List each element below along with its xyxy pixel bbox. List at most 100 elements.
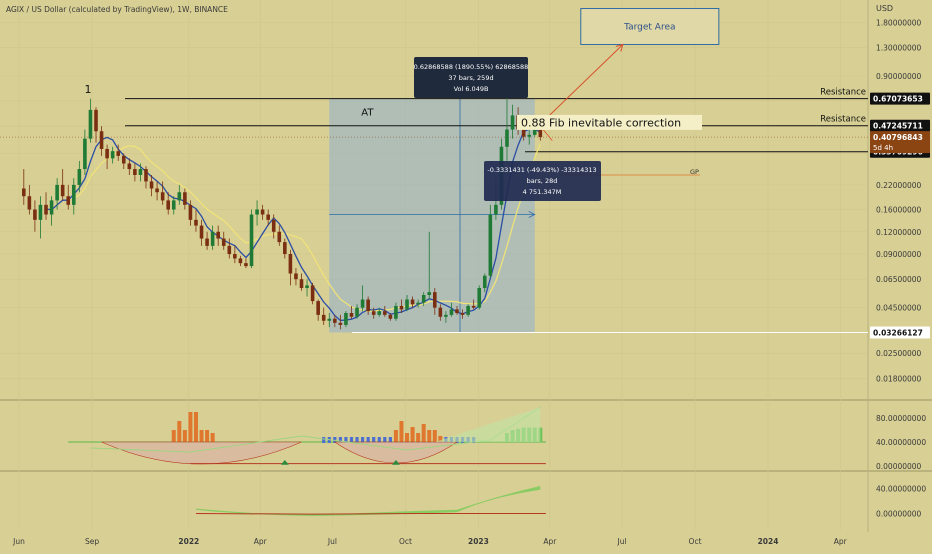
ind1-blue-bar bbox=[377, 437, 381, 443]
candle-body bbox=[432, 292, 437, 308]
candle-body bbox=[305, 285, 309, 289]
chart-title: AGIX / US Dollar (calculated by TradingV… bbox=[6, 5, 228, 14]
y-tick-label: 0.02500000 bbox=[876, 349, 922, 358]
candle-body bbox=[532, 126, 537, 135]
x-tick-label: 2022 bbox=[178, 537, 199, 546]
y-tick-label: 0.22000000 bbox=[876, 181, 922, 190]
candle-body bbox=[327, 318, 332, 321]
measure-down-line3: 4 751.347M bbox=[523, 188, 562, 196]
measure-up-line3: Vol 6.049B bbox=[454, 85, 489, 93]
target-area-label: Target Area bbox=[623, 23, 675, 33]
level-badge bbox=[870, 119, 930, 132]
wave-label: 1 bbox=[84, 83, 91, 96]
candle-body bbox=[94, 109, 98, 132]
ind1-orange-bar bbox=[410, 427, 415, 442]
candle-body bbox=[88, 109, 93, 139]
candle-body bbox=[238, 258, 243, 264]
y-tick-label: 0.12000000 bbox=[876, 228, 922, 237]
level-label: Resistance bbox=[820, 88, 866, 98]
measure-arrowhead bbox=[528, 211, 536, 218]
y-axis-unit: USD bbox=[876, 4, 893, 13]
candle-body bbox=[333, 318, 337, 323]
y-tick-label: 0.01800000 bbox=[876, 375, 922, 384]
candle-body bbox=[183, 192, 187, 205]
y-tick-label: 1.80000000 bbox=[876, 18, 922, 27]
candle-body bbox=[299, 279, 304, 289]
candle-body bbox=[133, 169, 137, 175]
candle-body bbox=[38, 204, 43, 220]
candle-body bbox=[444, 314, 448, 317]
ind1-orange-bar bbox=[193, 412, 198, 442]
ind1-blue-bar bbox=[322, 437, 326, 443]
candle-body bbox=[283, 242, 287, 255]
ma-slow-line bbox=[73, 143, 541, 312]
candle-body bbox=[22, 188, 26, 197]
x-tick-label: 2024 bbox=[758, 537, 779, 546]
candle-body bbox=[49, 200, 54, 215]
ind1-blue-bar bbox=[388, 437, 392, 443]
ind1-orange-bar bbox=[405, 433, 410, 442]
candle-body bbox=[277, 231, 282, 243]
level-badge-text: 0.47245711 bbox=[873, 122, 923, 131]
measure-up-line1: 0.62868588 (1890.55%) 62868588 bbox=[414, 63, 529, 71]
candle-body bbox=[121, 155, 126, 164]
x-tick-label: Jun bbox=[12, 537, 25, 546]
candle-body bbox=[399, 305, 404, 310]
x-tick-label: Apr bbox=[834, 537, 848, 546]
candle-body bbox=[321, 314, 326, 321]
measure-down-line2: bars, 28d bbox=[527, 177, 558, 185]
candle-body bbox=[160, 192, 165, 201]
candle-body bbox=[244, 263, 248, 267]
candle-body bbox=[383, 311, 387, 315]
x-tick-label: Oct bbox=[399, 537, 412, 546]
candle-body bbox=[221, 238, 226, 246]
fib-text-bg bbox=[517, 114, 702, 130]
ind1-blue-bar bbox=[383, 437, 387, 443]
candle-body bbox=[99, 131, 104, 149]
candle-body bbox=[55, 184, 59, 201]
ind2-tick-label: 0.00000000 bbox=[876, 510, 922, 519]
candle-body bbox=[521, 129, 526, 137]
y-tick-label: 0.16000000 bbox=[876, 206, 922, 215]
ind1-orange-bar bbox=[205, 430, 210, 442]
candle-body bbox=[144, 169, 148, 182]
target-area-box bbox=[580, 8, 720, 46]
ind1-blue-bar bbox=[372, 437, 376, 443]
candle-body bbox=[349, 313, 354, 317]
measure-up-line2: 37 bars, 259d bbox=[448, 74, 493, 82]
candle-body bbox=[127, 163, 132, 170]
candle-body bbox=[438, 307, 443, 317]
ind1-orange-bar bbox=[438, 436, 443, 442]
candle-body bbox=[194, 219, 198, 226]
ind1-blue-bar bbox=[344, 437, 348, 443]
candle-body bbox=[405, 299, 409, 310]
ind1-tick-label: 0.00000000 bbox=[876, 462, 922, 471]
measure-down-line1: -0.3331431 (-49.43%) -33314313 bbox=[487, 166, 596, 174]
candle-body bbox=[188, 204, 193, 220]
ind1-orange-bar bbox=[199, 430, 204, 442]
candle-body bbox=[294, 273, 298, 280]
y-tick-label: 1.30000000 bbox=[876, 43, 922, 52]
ind1-tick-label: 80.00000000 bbox=[876, 414, 926, 423]
candle-body bbox=[416, 302, 420, 305]
x-tick-label: Jul bbox=[617, 537, 627, 546]
ind2-tick-label: 40.00000000 bbox=[876, 485, 926, 494]
ind1-green-area bbox=[434, 407, 541, 442]
candle-body bbox=[510, 115, 515, 130]
candle-body bbox=[360, 299, 365, 308]
candle-body bbox=[394, 305, 398, 319]
candle-body bbox=[527, 134, 532, 137]
y-tick-label: 0.09000000 bbox=[876, 250, 922, 259]
candle-body bbox=[60, 184, 65, 197]
candle-body bbox=[83, 138, 87, 170]
y-tick-label: 0.04500000 bbox=[876, 304, 922, 313]
ind1-tick-label: 40.00000000 bbox=[876, 438, 926, 447]
candle-body bbox=[366, 299, 370, 312]
candle-body bbox=[260, 209, 265, 215]
candle-body bbox=[449, 309, 454, 315]
candle-body bbox=[271, 219, 276, 232]
x-tick-label: Oct bbox=[689, 537, 702, 546]
candle-body bbox=[177, 192, 182, 201]
candle-body bbox=[316, 301, 320, 315]
